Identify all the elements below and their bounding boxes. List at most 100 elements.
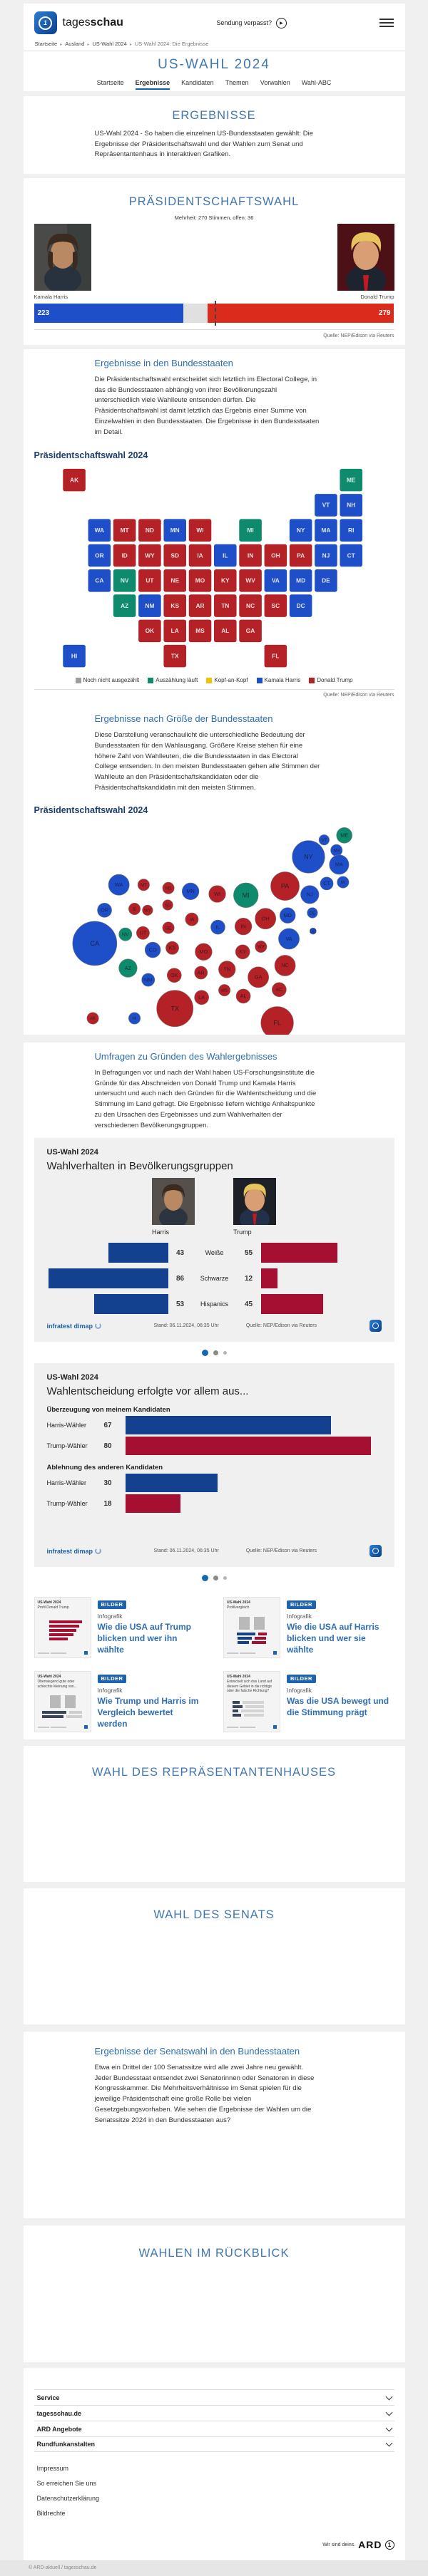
state-tile-FL[interactable] [264,645,287,668]
electoral-vote-bar[interactable]: 223 279 [34,301,394,326]
teaser-thumbnail[interactable]: US-Wahl 2024 Überwiegend gute oder schlec… [34,1671,91,1733]
state-bubble-AR[interactable] [194,966,208,980]
state-bubble-IN[interactable] [234,917,253,935]
state-bubble-ME[interactable] [336,827,352,844]
state-bubble-CT[interactable] [320,876,334,890]
state-bubble-MN[interactable] [181,882,200,900]
state-tile-ME[interactable] [340,469,362,492]
tab-themen[interactable]: Themen [225,79,249,86]
footer-accordion-service[interactable]: Service [34,2389,394,2405]
teaser-thumbnail[interactable]: US-Wahl 2024 Entwickelt sich das Land auf… [223,1671,280,1733]
carousel-dots[interactable] [34,1350,394,1357]
state-tile-KY[interactable] [214,569,237,592]
state-bubble-GA[interactable] [248,966,270,988]
state-tile-OR[interactable] [88,544,111,567]
bubble-map[interactable]: ME VT NH NY MA RI CT WA MT ND MN WI MI PA NJ OR ID WY SD IA… [46,822,382,1035]
state-tile-VT[interactable] [315,494,337,517]
state-tile-KS[interactable] [163,594,186,618]
state-tile-AL[interactable] [214,619,237,643]
footer-link[interactable]: Impressum [36,2465,69,2472]
state-bubble-RI[interactable] [337,876,350,889]
footer-link[interactable]: Bildrechte [36,2510,66,2517]
state-bubble-NM[interactable] [141,973,156,987]
tab-wahl-abc[interactable]: Wahl-ABC [301,79,332,86]
state-tile-MN[interactable] [163,519,186,542]
state-bubble-ID[interactable] [128,902,141,915]
teaser-title[interactable]: Wie Trump und Harris im Vergleich bewert… [97,1696,199,1729]
state-bubble-KY[interactable] [235,944,250,959]
tab-ergebnisse[interactable]: Ergebnisse [135,79,170,90]
state-bubble-NY[interactable] [292,839,325,874]
state-bubble-AK[interactable] [86,1012,99,1025]
state-tile-OH[interactable] [264,544,287,567]
state-tile-GA[interactable] [239,619,262,643]
state-tile-MI[interactable] [239,519,262,542]
state-bubble-IL[interactable] [210,919,225,935]
state-tile-NV[interactable] [113,569,136,592]
state-tile-TX[interactable] [163,645,186,668]
state-bubble-MS[interactable] [218,983,231,996]
state-tile-WV[interactable] [239,569,262,592]
state-bubble-ND[interactable] [162,881,175,894]
breadcrumb-item[interactable]: US-Wahl 2024 [92,41,127,47]
teaser-item[interactable]: US-Wahl 2024 Profilvergleich BILDER Infogra… [223,1597,394,1659]
state-bubble-WV[interactable] [255,940,268,953]
state-tile-DC[interactable] [289,594,312,618]
state-tile-WI[interactable] [188,519,212,542]
state-bubble-SD[interactable] [162,899,173,911]
state-bubble-TN[interactable] [218,960,236,978]
state-bubble-MT[interactable] [137,878,150,891]
state-bubble-WA[interactable] [108,874,130,896]
state-bubble-HI[interactable] [128,1012,141,1025]
carousel-dot[interactable] [213,1350,218,1356]
state-bubble-OR[interactable] [97,902,112,918]
state-tile-AZ[interactable] [113,594,136,618]
state-bubble-NC[interactable] [274,954,296,976]
state-tile-LA[interactable] [163,619,186,643]
state-bubble-VT[interactable] [318,834,330,845]
teaser-item[interactable]: US-Wahl 2024 Entwickelt sich das Land auf… [223,1671,394,1733]
state-bubble-AL[interactable] [235,988,251,1003]
state-bubble-LA[interactable] [194,990,209,1005]
state-tile-IN[interactable] [239,544,262,567]
teaser-title[interactable]: Wie die USA auf Harris blicken und wer s… [287,1622,379,1655]
state-tile-NJ[interactable] [315,544,337,567]
footer-link[interactable]: So erreichen Sie uns [36,2480,97,2487]
state-tile-AR[interactable] [188,594,212,618]
teaser-item[interactable]: US-Wahl 2024 Profil Donald Trump BILDER Inf… [34,1597,205,1659]
state-tile-NC[interactable] [239,594,262,618]
carousel-dot[interactable] [201,1350,208,1357]
state-bubble-MO[interactable] [195,943,213,961]
carousel-dot[interactable] [201,1575,208,1582]
state-tile-SD[interactable] [163,544,186,567]
state-tile-PA[interactable] [289,544,312,567]
state-bubble-NE[interactable] [162,921,175,934]
state-bubble-UT[interactable] [136,926,150,940]
footer-accordion-tagesschaude[interactable]: tagesschau.de [34,2405,394,2421]
state-tile-MA[interactable] [315,519,337,542]
state-tile-IL[interactable] [214,544,237,567]
state-tile-RI[interactable] [340,519,362,542]
state-bubble-WI[interactable] [208,884,226,903]
state-tile-NH[interactable] [340,494,362,517]
teaser-thumbnail[interactable]: US-Wahl 2024 Profil Donald Trump [34,1597,91,1659]
state-bubble-SC[interactable] [272,982,287,997]
state-tile-UT[interactable] [138,569,161,592]
state-bubble-IA[interactable] [185,912,199,926]
state-tile-WY[interactable] [138,544,161,567]
teaser-title[interactable]: Wie die USA auf Trump blicken und wer ih… [97,1622,191,1655]
state-bubble-FL[interactable] [260,1005,294,1035]
footer-accordion-ardangebote[interactable]: ARD Angebote [34,2421,394,2436]
state-tile-MS[interactable] [188,619,212,643]
state-bubble-MD[interactable] [279,907,296,924]
tab-vorwahlen[interactable]: Vorwahlen [260,79,290,86]
carousel-dot[interactable] [223,1576,227,1581]
state-bubble-OK[interactable] [166,967,182,983]
state-tile-SC[interactable] [264,594,287,618]
breadcrumb-item[interactable]: Ausland [65,41,85,47]
state-bubble-AZ[interactable] [118,958,138,978]
state-tile-NM[interactable] [138,594,161,618]
state-bubble-MI[interactable] [233,882,259,908]
state-tile-OK[interactable] [138,619,161,643]
footer-accordion-rundfunkanstalten[interactable]: Rundfunkanstalten [34,2436,394,2452]
